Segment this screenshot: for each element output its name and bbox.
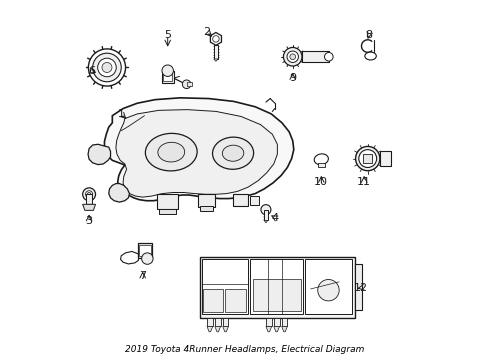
- Bar: [201, 258, 247, 314]
- Ellipse shape: [222, 145, 244, 161]
- Ellipse shape: [158, 142, 184, 162]
- Bar: [86, 194, 92, 204]
- Bar: [157, 194, 177, 209]
- Circle shape: [317, 279, 339, 301]
- Bar: [249, 196, 258, 205]
- Circle shape: [182, 80, 190, 89]
- Bar: [224, 289, 246, 312]
- Circle shape: [88, 49, 125, 86]
- Circle shape: [212, 36, 219, 42]
- Circle shape: [261, 204, 270, 215]
- Circle shape: [283, 48, 302, 66]
- Ellipse shape: [314, 154, 328, 165]
- Bar: [363, 154, 371, 163]
- Polygon shape: [265, 327, 271, 332]
- Bar: [213, 45, 218, 59]
- Bar: [233, 194, 247, 206]
- Bar: [273, 318, 279, 327]
- Circle shape: [102, 63, 112, 72]
- Circle shape: [355, 147, 379, 171]
- Text: 6: 6: [88, 66, 95, 76]
- Polygon shape: [121, 251, 138, 264]
- Bar: [249, 258, 303, 314]
- Bar: [317, 163, 324, 167]
- Polygon shape: [104, 98, 293, 201]
- Bar: [198, 194, 215, 207]
- Bar: [162, 71, 173, 83]
- Polygon shape: [206, 327, 212, 332]
- Bar: [186, 82, 192, 86]
- Bar: [252, 279, 300, 311]
- Text: 3: 3: [85, 216, 92, 226]
- Bar: [203, 289, 223, 312]
- Bar: [214, 318, 220, 327]
- Circle shape: [98, 58, 116, 77]
- Polygon shape: [108, 184, 129, 202]
- Bar: [264, 210, 267, 220]
- Polygon shape: [213, 59, 218, 62]
- Circle shape: [286, 51, 298, 63]
- Text: 12: 12: [353, 283, 367, 293]
- Bar: [281, 318, 287, 327]
- Bar: [222, 318, 228, 327]
- Circle shape: [93, 53, 121, 82]
- Circle shape: [358, 150, 376, 167]
- Bar: [159, 208, 176, 214]
- Circle shape: [87, 193, 91, 196]
- Ellipse shape: [364, 52, 376, 60]
- Polygon shape: [210, 32, 221, 45]
- Bar: [265, 318, 271, 327]
- Circle shape: [142, 253, 153, 264]
- Ellipse shape: [212, 137, 253, 169]
- Text: 9: 9: [288, 73, 296, 83]
- Bar: [200, 206, 213, 211]
- Text: 2019 Toyota 4Runner Headlamps, Electrical Diagram: 2019 Toyota 4Runner Headlamps, Electrica…: [124, 345, 364, 354]
- Polygon shape: [222, 327, 228, 332]
- Text: 4: 4: [271, 212, 278, 222]
- Text: 7: 7: [139, 271, 146, 282]
- Polygon shape: [273, 327, 279, 332]
- Text: 5: 5: [164, 30, 171, 40]
- Bar: [302, 51, 328, 62]
- Circle shape: [289, 54, 295, 60]
- Circle shape: [85, 191, 93, 198]
- Bar: [305, 258, 351, 314]
- Bar: [200, 257, 354, 318]
- Text: 11: 11: [356, 177, 370, 187]
- Bar: [379, 152, 390, 166]
- Polygon shape: [264, 220, 267, 223]
- Polygon shape: [281, 327, 287, 332]
- Bar: [138, 243, 152, 257]
- Text: 1: 1: [118, 109, 124, 119]
- Text: 10: 10: [314, 177, 327, 187]
- Text: 8: 8: [365, 30, 372, 40]
- Circle shape: [82, 188, 95, 201]
- Circle shape: [324, 53, 332, 61]
- Ellipse shape: [145, 133, 197, 171]
- Text: 2: 2: [203, 27, 210, 37]
- Bar: [206, 318, 212, 327]
- Polygon shape: [116, 110, 277, 197]
- Bar: [354, 264, 361, 310]
- Circle shape: [162, 65, 173, 76]
- Polygon shape: [88, 144, 110, 165]
- Polygon shape: [82, 204, 95, 210]
- Polygon shape: [214, 327, 220, 332]
- Bar: [163, 72, 172, 81]
- Bar: [139, 245, 151, 256]
